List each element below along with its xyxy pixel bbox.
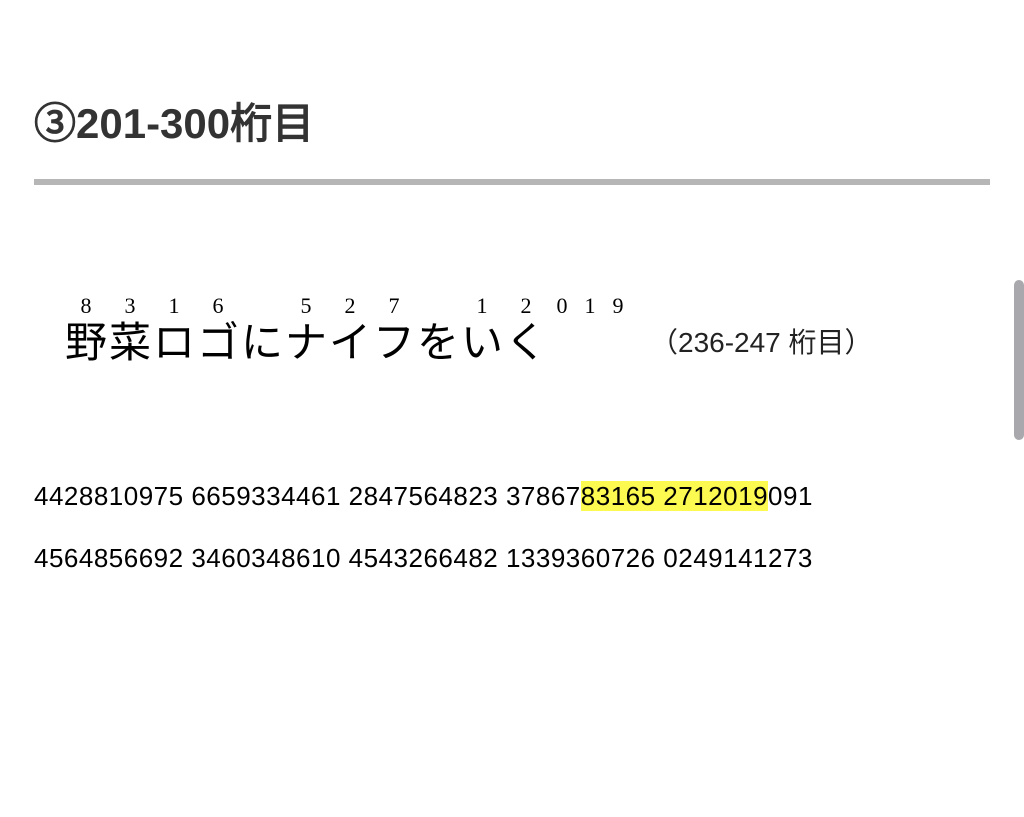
mnemonic-digit: 0 [557, 295, 568, 317]
mnemonic-char: ロ [153, 323, 195, 365]
mnemonic-digit: 8 [81, 295, 92, 317]
mnemonic-column: 1 [576, 295, 604, 365]
mnemonic-column: 1ロ [152, 295, 196, 365]
digits-block: 4428810975 6659334461 2847564823 3786783… [34, 465, 990, 590]
mnemonic-digit: 9 [613, 295, 624, 317]
mnemonic-column: 2く [504, 295, 548, 365]
mnemonic-column: 9 [604, 295, 632, 365]
mnemonic-column: 0 [548, 295, 576, 365]
mnemonic-column: を [416, 295, 460, 365]
mnemonic-digit: 1 [169, 295, 180, 317]
mnemonic-char: に [241, 323, 283, 365]
mnemonic-char: フ [373, 323, 415, 365]
mnemonic-char: 野 [65, 323, 107, 365]
mnemonic-char: を [417, 323, 459, 365]
section-heading: ③201-300桁目 [34, 90, 990, 151]
page-root: ③201-300桁目 8野3菜1ロ6ゴ に5ナ2イ7フ を1い2く019（236… [0, 0, 1024, 817]
mnemonic-digit [435, 295, 441, 317]
mnemonic-char: イ [329, 323, 371, 365]
mnemonic-range-label: （236-247 桁目） [650, 321, 873, 365]
digits-line-2: 4564856692 3460348610 4543266482 1339360… [34, 527, 990, 589]
mnemonic-column: 6ゴ [196, 295, 240, 365]
divider-rule [34, 179, 990, 185]
mnemonic-column: 8野 [64, 295, 108, 365]
mnemonic-digit: 1 [477, 295, 488, 317]
mnemonic-char: く [505, 323, 547, 365]
mnemonic-char: ナ [285, 323, 327, 365]
mnemonic-column: 7フ [372, 295, 416, 365]
mnemonic-column: 3菜 [108, 295, 152, 365]
digits-highlight: 83165 2712019 [581, 481, 768, 511]
mnemonic-digit: 5 [301, 295, 312, 317]
mnemonic-char: い [461, 323, 503, 365]
scrollbar-thumb[interactable] [1014, 280, 1024, 440]
mnemonic-digit: 2 [345, 295, 356, 317]
mnemonic-column: 2イ [328, 295, 372, 365]
digits-pre: 4428810975 6659334461 2847564823 37867 [34, 481, 581, 511]
mnemonic-column: 5ナ [284, 295, 328, 365]
mnemonic-row: 8野3菜1ロ6ゴ に5ナ2イ7フ を1い2く019（236-247 桁目） [64, 295, 990, 365]
mnemonic-digit: 7 [389, 295, 400, 317]
mnemonic-digit: 2 [521, 295, 532, 317]
mnemonic-column: 1い [460, 295, 504, 365]
mnemonic-char: 菜 [109, 323, 151, 365]
mnemonic-digit: 3 [125, 295, 136, 317]
mnemonic-char: ゴ [197, 323, 239, 365]
mnemonic-column: に [240, 295, 284, 365]
mnemonic-digit: 6 [213, 295, 224, 317]
mnemonic-digit [259, 295, 265, 317]
mnemonic-digit: 1 [585, 295, 596, 317]
mnemonic-block: 8野3菜1ロ6ゴ に5ナ2イ7フ を1い2く019（236-247 桁目） [34, 295, 990, 365]
digits-line-1: 4428810975 6659334461 2847564823 3786783… [34, 465, 990, 527]
digits-post: 091 [768, 481, 813, 511]
